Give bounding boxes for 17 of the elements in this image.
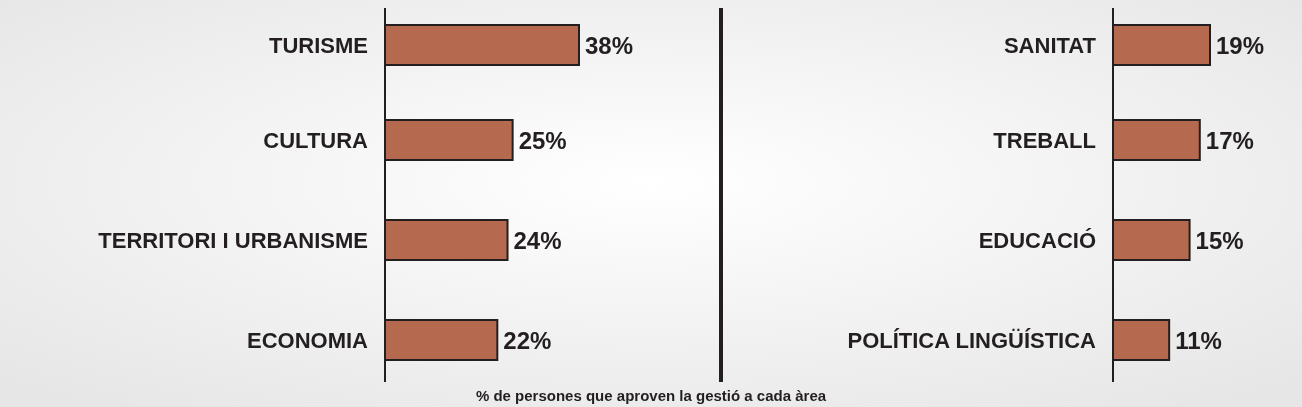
y-tick-label: TERRITORI I URBANISME <box>98 227 368 253</box>
data-label: 25% <box>518 126 567 154</box>
y-tick-label: CULTURA <box>263 127 369 153</box>
data-label: 17% <box>1205 126 1254 154</box>
y-tick-label: TREBALL <box>993 127 1096 153</box>
data-label: 24% <box>513 226 562 254</box>
data-label: 19% <box>1216 31 1265 59</box>
y-tick-label: EDUCACIÓ <box>978 227 1096 253</box>
text: % de persones que aproven la gestió a cada àrea <box>475 386 827 404</box>
y-tick-label: ECONOMIA <box>247 327 369 353</box>
y-tick-label: SANITAT <box>1003 32 1097 58</box>
data-label: 38% <box>585 31 634 59</box>
data-label: 15% <box>1195 226 1244 254</box>
data-label: 22% <box>503 326 552 354</box>
y-tick-label: TURISME <box>269 32 368 58</box>
y-tick-label: POLÍTICA LINGÜÍSTICA <box>847 327 1097 353</box>
data-label: 11% <box>1175 326 1222 354</box>
